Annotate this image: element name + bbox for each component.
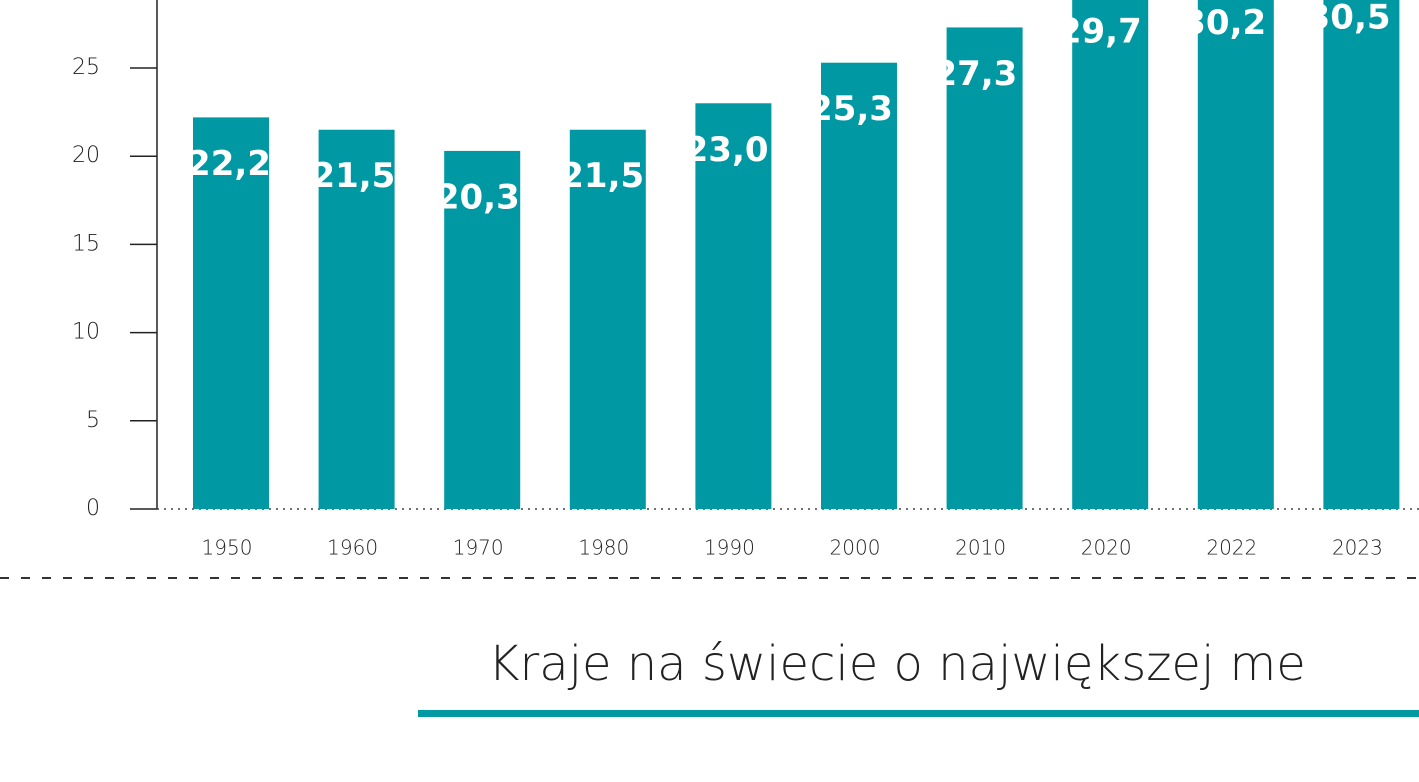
x-tick-label: 1980 (578, 536, 629, 560)
value-label: 30,2 (1182, 3, 1266, 43)
y-tick-label: 25 (72, 55, 100, 80)
bar (318, 129, 395, 510)
bar (821, 62, 897, 509)
bar (444, 150, 521, 509)
value-label: 21,5 (311, 156, 395, 196)
x-tick-label: 1950 (202, 536, 253, 560)
value-label: 27,3 (933, 54, 1017, 94)
x-tick-label: 2022 (1206, 536, 1257, 560)
y-tick-label: 15 (72, 231, 100, 256)
x-tick-label: 2023 (1332, 536, 1383, 560)
y-tick-label: 10 (72, 320, 100, 345)
value-label: 25,3 (809, 89, 893, 129)
bar (193, 117, 269, 509)
value-label: 21,5 (560, 156, 644, 196)
bar (569, 129, 646, 510)
y-tick-label: 0 (86, 496, 100, 521)
x-tick-label: 1970 (453, 536, 504, 560)
bar (1323, 0, 1400, 510)
x-tick-label: 2010 (955, 536, 1006, 560)
section-title: Kraje na świecie o największej me (488, 636, 1306, 692)
x-tick-label: 2000 (830, 536, 881, 560)
bar (695, 103, 772, 509)
x-tick-label: 1990 (704, 536, 755, 560)
x-tick-label: 1960 (327, 536, 378, 560)
x-tick-label: 2020 (1081, 536, 1132, 560)
value-label: 29,7 (1058, 12, 1142, 52)
value-label: 20,3 (436, 177, 520, 217)
bar (1197, 0, 1274, 510)
title-underline (418, 710, 1419, 717)
y-tick-label: 20 (72, 143, 100, 168)
bar (946, 27, 1023, 509)
y-tick-label: 5 (86, 408, 100, 433)
value-label: 30,5 (1307, 0, 1391, 37)
value-label: 22,2 (187, 144, 271, 184)
bar (1072, 0, 1149, 510)
value-label: 23,0 (685, 130, 769, 170)
